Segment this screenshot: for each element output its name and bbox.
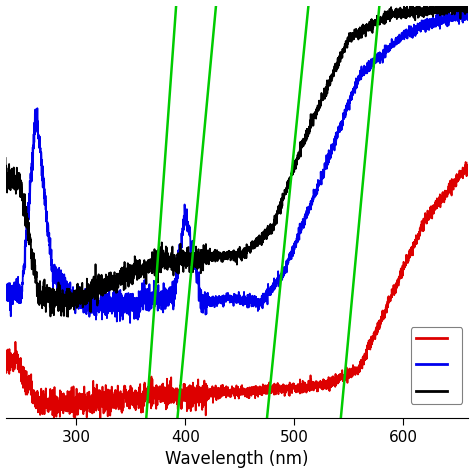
X-axis label: Wavelength (nm): Wavelength (nm)	[165, 450, 309, 468]
Legend: , , : , ,	[411, 327, 462, 403]
